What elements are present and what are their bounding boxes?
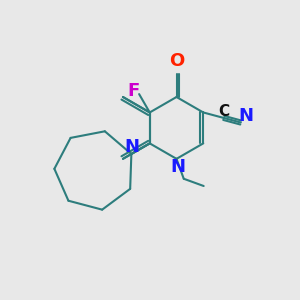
Text: F: F <box>128 82 140 100</box>
Text: O: O <box>169 52 184 70</box>
Text: N: N <box>238 107 253 125</box>
Text: N: N <box>170 158 185 176</box>
Text: C: C <box>218 104 229 119</box>
Text: N: N <box>125 139 140 157</box>
